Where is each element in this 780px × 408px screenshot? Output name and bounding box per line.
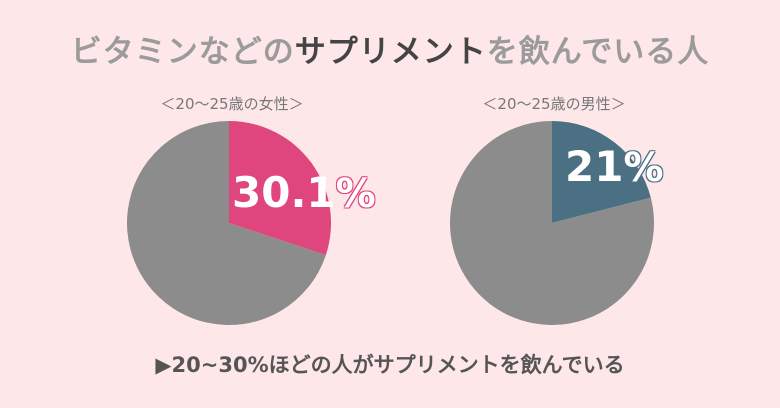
chart-title-women: ＜20〜25歳の女性＞ (160, 95, 304, 113)
data-label-men-value: 21 (565, 142, 624, 191)
pie-chart-men (450, 121, 654, 325)
data-label-women-sign: % (335, 171, 376, 217)
data-label-women-value: 30.1 (232, 168, 336, 217)
data-label-women: 30.1% (232, 171, 376, 217)
men-highlight-slice (552, 121, 651, 223)
title-part-2: サプリメント (294, 34, 487, 70)
title-part-1: ビタミンなどの (70, 34, 295, 70)
women-highlight-slice (229, 121, 331, 256)
conclusion-text: ▶20~30%ほどの人がサプリメントを飲んでいる (155, 353, 625, 377)
page-title: ビタミンなどのサプリメントを飲んでいる人 (0, 26, 780, 71)
women-remainder-slice (127, 121, 326, 325)
data-label-men-sign: % (623, 145, 664, 191)
men-remainder-slice (450, 121, 654, 325)
chart-title-men: ＜20〜25歳の男性＞ (482, 95, 626, 113)
title-part-3: を飲んでいる人 (486, 34, 710, 70)
pie-chart-women (127, 121, 331, 325)
data-label-men: 21% (565, 145, 664, 191)
